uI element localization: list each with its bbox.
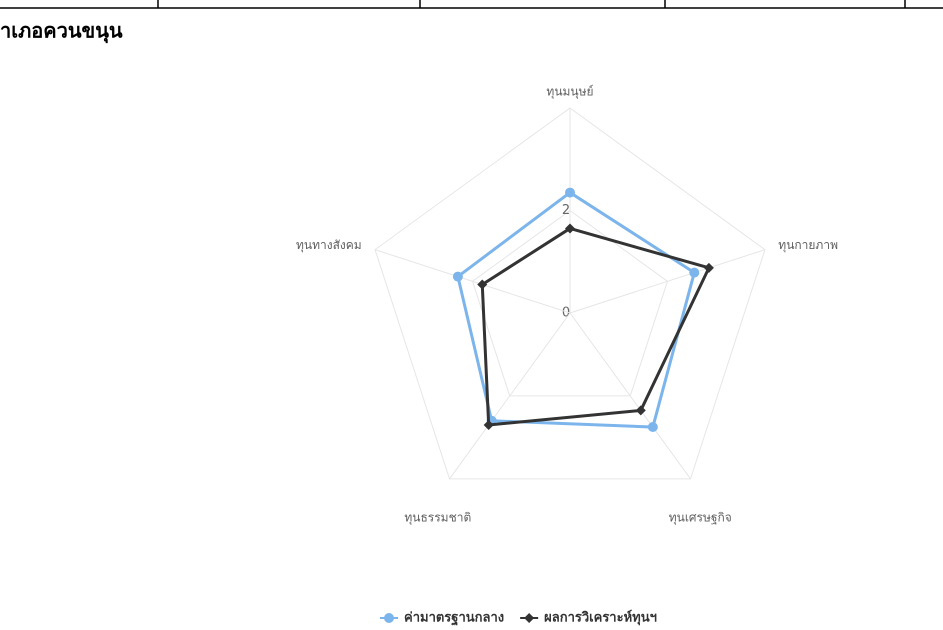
series-line	[456, 190, 697, 429]
axis-line	[374, 249, 571, 314]
category-label: ทุนเศรษฐกิจ	[669, 511, 732, 526]
legend-label: ผลการวิเคราะห์ทุนฯ	[544, 610, 657, 626]
legend-marker	[384, 613, 394, 623]
y-tick-label: 0	[562, 306, 570, 321]
category-label: ทุนธรรมชาติ	[404, 511, 471, 526]
point-marker	[483, 419, 494, 430]
point-marker	[635, 405, 646, 416]
grid-ring	[471, 209, 669, 397]
category-label: ทุนมนุษย์	[546, 85, 593, 100]
point-marker	[565, 223, 575, 234]
category-label: ทุนกายภาพ	[778, 238, 838, 253]
axis-line	[569, 312, 691, 480]
point-marker	[565, 187, 575, 198]
legend-label: ค่ามาตรฐานกลาง	[404, 611, 504, 627]
axis-line	[569, 249, 766, 314]
axis-line	[449, 312, 571, 480]
chart-title: าเภอควนขนุน	[0, 19, 123, 44]
table-border	[0, 0, 943, 9]
y-tick-label: 2	[562, 203, 570, 218]
legend-item: ผลการวิเคราะห์ทุนฯ	[520, 610, 657, 626]
point-marker	[477, 279, 488, 290]
radar-frame	[374, 107, 766, 480]
point-marker	[689, 267, 700, 278]
series-line	[480, 226, 712, 427]
point-marker	[647, 422, 658, 433]
legend-item: ค่ามาตรฐานกลาง	[380, 611, 504, 627]
category-label: ทุนทางสังคม	[296, 238, 362, 253]
legend-marker	[524, 613, 535, 623]
point-marker	[452, 271, 463, 282]
point-marker	[703, 262, 714, 273]
